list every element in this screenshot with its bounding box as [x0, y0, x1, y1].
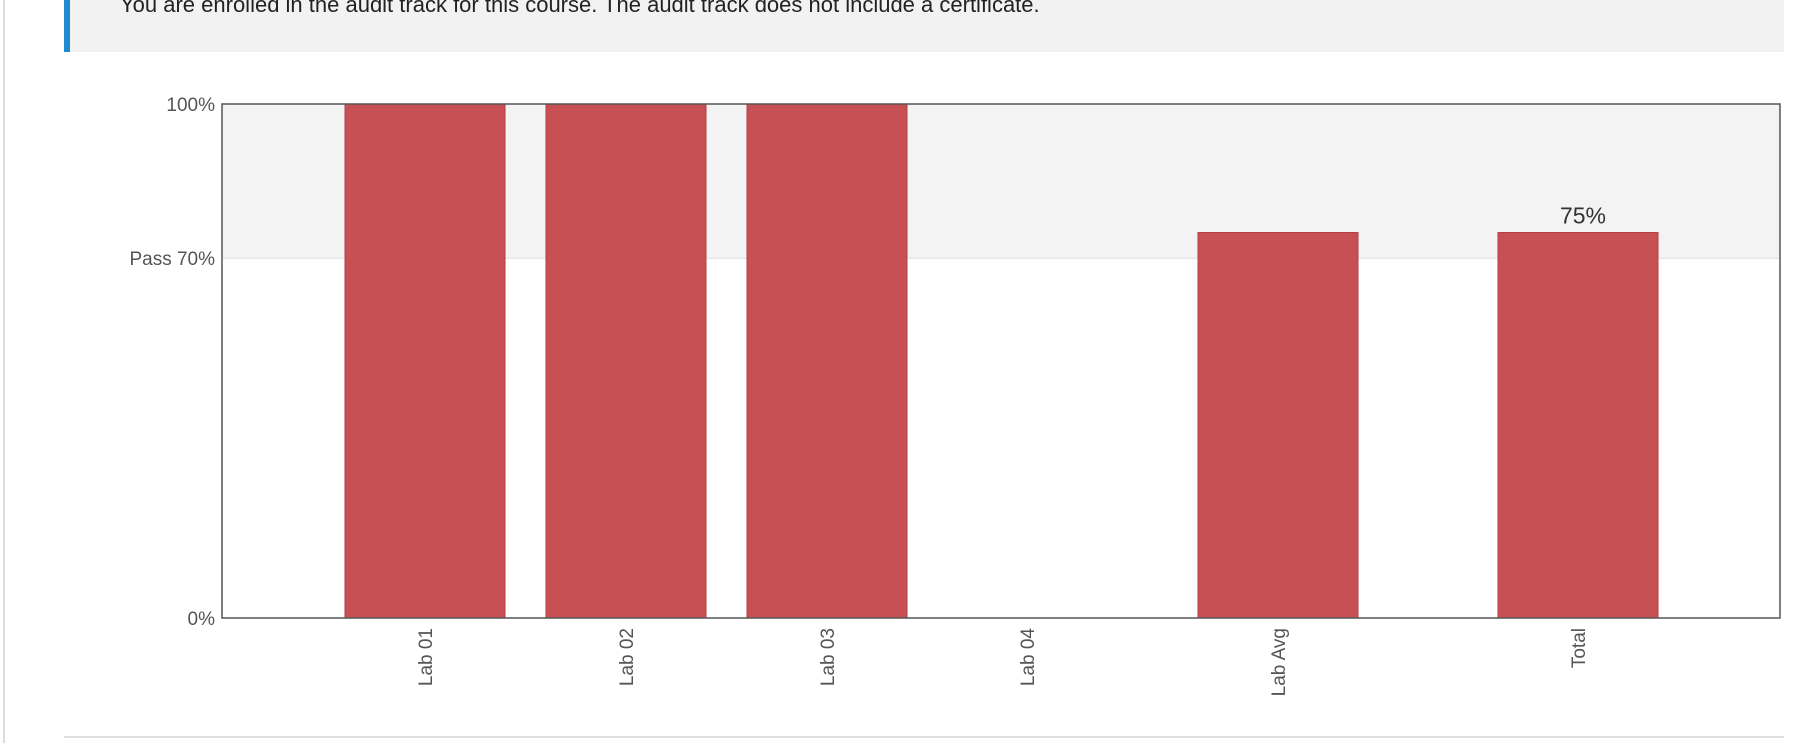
y-tick-label: Pass 70%: [129, 249, 215, 270]
bar-lab-02: [545, 103, 707, 619]
bar-total: [1497, 232, 1659, 619]
x-tick-label: Lab Avg: [1269, 628, 1290, 696]
x-tick-label: Total: [1569, 628, 1590, 668]
audit-track-notice-text: You are enrolled in the audit track for …: [120, 0, 1040, 17]
x-tick-label: Lab 03: [818, 628, 839, 686]
plot-frame: [221, 103, 1781, 619]
data-label-total: 75%: [1560, 203, 1606, 229]
bar-lab-01: [344, 103, 506, 619]
y-tick-label: 100%: [166, 95, 215, 116]
section-divider: [64, 736, 1784, 738]
left-border: [3, 0, 5, 743]
bar-lab-avg: [1197, 232, 1359, 619]
audit-track-notice: You are enrolled in the audit track for …: [64, 0, 1784, 52]
x-tick-label: Lab 01: [416, 628, 437, 686]
x-tick-label: Lab 02: [617, 628, 638, 686]
y-tick-label: 0%: [188, 609, 216, 630]
x-tick-label: Lab 04: [1018, 628, 1039, 687]
bar-lab-03: [746, 103, 908, 619]
